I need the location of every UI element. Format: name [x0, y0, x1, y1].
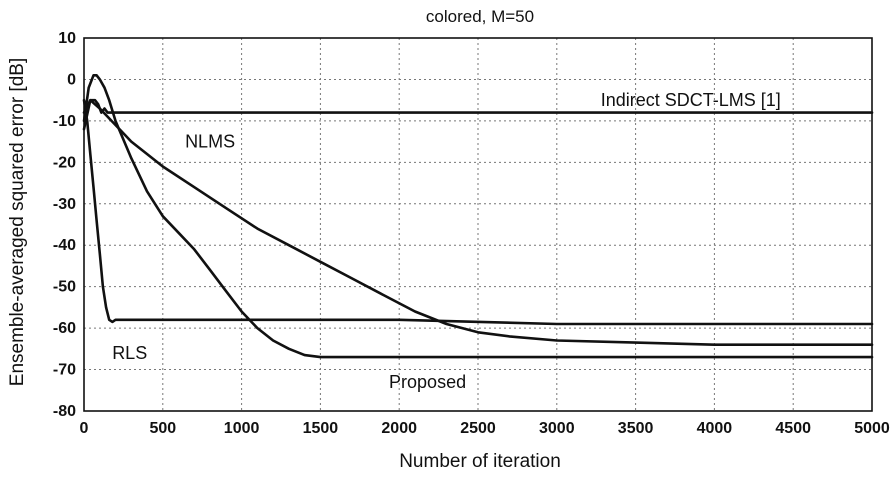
y-tick-label: 10	[58, 30, 76, 47]
x-tick-label: 500	[149, 420, 176, 437]
annotations: Indirect SDCT-LMS [1] NLMS RLS Proposed	[112, 90, 781, 392]
y-tick-label: -40	[53, 237, 76, 254]
annotation-rls: RLS	[112, 343, 147, 363]
y-tick-label: -10	[53, 113, 76, 130]
y-tick-label: -60	[53, 320, 76, 337]
series-line-nlms	[82, 98, 874, 347]
annotation-indirect-sdct-lms-1: Indirect SDCT-LMS [1]	[601, 90, 781, 110]
x-tick-label: 1000	[224, 420, 260, 437]
y-axis-title: Ensemble-averaged squared error [dB]	[7, 58, 28, 386]
annotation-nlms: NLMS	[185, 132, 235, 152]
y-tick-label: -70	[53, 362, 76, 379]
series-lines	[82, 74, 874, 359]
y-tick-label: -80	[53, 403, 76, 420]
annotation-proposed: Proposed	[389, 372, 466, 392]
x-tick-label: 4000	[697, 420, 733, 437]
series-line-rls	[82, 98, 874, 326]
y-tick-label: 0	[67, 71, 76, 88]
chart-title: colored, M=50	[426, 7, 534, 26]
series-line-indirect-sdct-lms-1	[82, 98, 874, 131]
series-line-proposed	[82, 74, 874, 359]
y-tick-label: -50	[53, 279, 76, 296]
x-tick-label: 0	[80, 420, 89, 437]
x-tick-label: 3000	[539, 420, 575, 437]
x-tick-label: 4500	[775, 420, 811, 437]
x-tick-label: 2000	[381, 420, 417, 437]
plot-frame	[83, 37, 873, 412]
y-tick-label: -20	[53, 154, 76, 171]
x-tick-label: 3500	[618, 420, 654, 437]
x-tick-label: 2500	[460, 420, 496, 437]
x-axis-title: Number of iteration	[399, 451, 561, 472]
tick-labels: 0 500 1000 1500 2000 2500 3000 3500 4000 4500 5000…	[53, 30, 890, 437]
x-tick-label: 5000	[854, 420, 890, 437]
x-tick-label: 1500	[303, 420, 339, 437]
y-tick-label: -30	[53, 196, 76, 213]
